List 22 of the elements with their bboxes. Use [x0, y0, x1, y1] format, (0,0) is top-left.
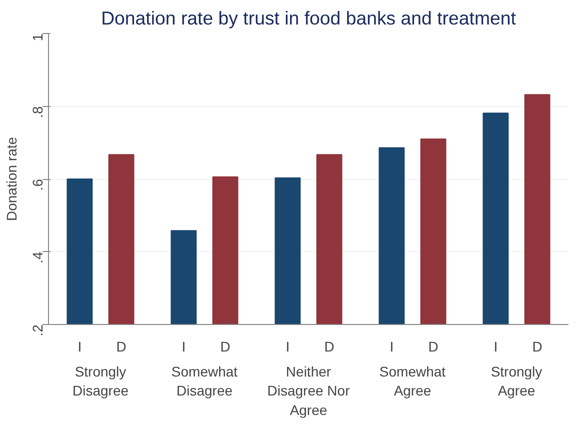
x-tick-label: Somewhat Disagree — [171, 364, 238, 399]
x-tick-label: Strongly Agree — [490, 364, 542, 399]
y-tick-label: 1 — [30, 33, 46, 42]
y-tick-label: .2 — [30, 324, 46, 336]
text: I — [182, 338, 186, 354]
text: D — [428, 338, 438, 354]
x-tick-label: Somewhat Agree — [379, 364, 446, 399]
y-axis-title: Donation rate — [4, 136, 20, 222]
text: I — [494, 338, 498, 354]
y-tick-label: .6 — [30, 178, 46, 191]
text: D — [324, 338, 334, 354]
y-tick-label: .4 — [30, 252, 46, 264]
text: I — [286, 338, 290, 354]
text: D — [220, 338, 230, 354]
x-tick-label: Strongly Disagree — [72, 364, 129, 399]
chart-title: Donation rate by trust in food banks and treatment — [101, 8, 517, 28]
text: I — [390, 338, 394, 354]
series-label: D — [116, 338, 126, 354]
series-label: I — [78, 338, 82, 354]
x-tick-label: Neither Disagree Nor Agree — [267, 364, 350, 418]
text: D — [532, 338, 542, 354]
y-tick-label: .8 — [30, 106, 46, 118]
